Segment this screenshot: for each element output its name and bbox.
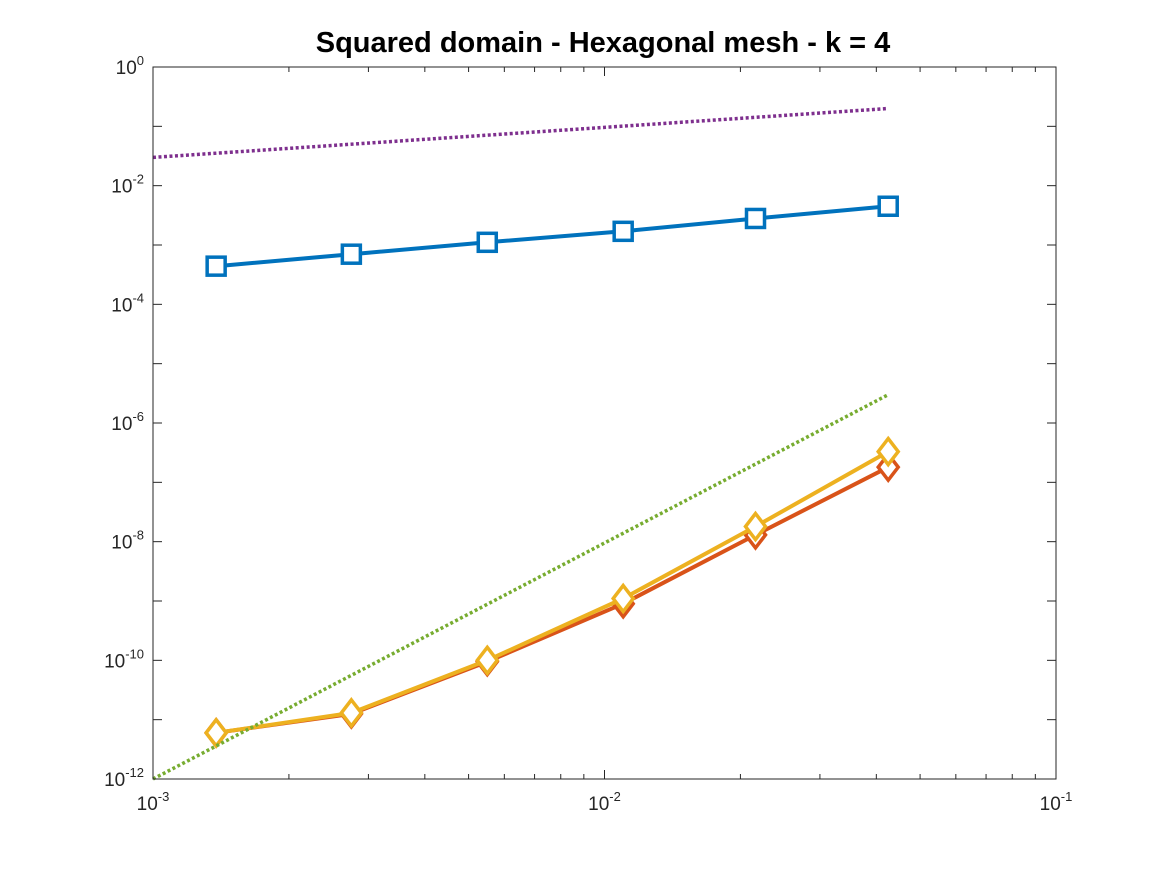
series-5 [152, 393, 890, 781]
series-3-line [215, 449, 890, 735]
y-tick-label-exponent: -8 [132, 528, 144, 543]
x-tick-label-base: 10 [1040, 794, 1061, 815]
y-tick-label: 10-6 [111, 409, 144, 435]
y-tick-label-base: 10 [116, 58, 137, 79]
series-group [152, 106, 901, 781]
y-tick-label-exponent: 0 [137, 53, 144, 68]
y-tick-label-base: 10 [104, 651, 125, 672]
axes-box [152, 66, 1057, 780]
y-tick-label-base: 10 [111, 177, 132, 198]
plot-area [153, 67, 1056, 779]
y-tick-label-exponent: -6 [132, 409, 144, 424]
data-point-diamond [203, 716, 229, 749]
y-tick-label-base: 10 [104, 770, 125, 791]
data-point-diamond [475, 644, 500, 677]
series-1 [205, 195, 899, 277]
data-point-square [476, 231, 499, 254]
series-4 [152, 106, 889, 160]
x-tick-label-base: 10 [137, 794, 158, 815]
y-tick-label-base: 10 [111, 533, 132, 554]
y-tick-label: 10-12 [104, 765, 144, 791]
series-3 [203, 435, 901, 749]
data-point-square [744, 207, 767, 230]
series-4-line [152, 106, 889, 160]
x-tick-label: 10-3 [137, 789, 170, 815]
y-tick-label: 10-4 [111, 290, 144, 316]
y-tick-label: 10-10 [104, 646, 144, 672]
y-tick-label-base: 10 [111, 295, 132, 316]
x-tick-label-base: 10 [588, 794, 609, 815]
y-tick-label-base: 10 [111, 414, 132, 435]
x-tick-label: 10-2 [588, 789, 621, 815]
tick-labels: 10-3 10-2 10-110010-210-410-610-810-1010-1… [104, 53, 1072, 815]
y-tick-label-exponent: -12 [125, 765, 144, 780]
data-point-diamond [876, 435, 901, 468]
data-point-diamond [339, 697, 364, 729]
y-tick-label: 100 [116, 53, 144, 79]
x-tick-label: 10-1 [1040, 789, 1073, 815]
y-tick-label-exponent: -10 [125, 646, 144, 661]
tick-marks [152, 66, 1057, 780]
data-point-square [877, 195, 899, 217]
y-tick-label-exponent: -2 [132, 172, 144, 187]
y-tick-label: 10-2 [111, 172, 144, 198]
x-tick-label-exponent: -2 [609, 789, 621, 804]
x-tick-label-exponent: -3 [158, 789, 170, 804]
data-point-square [612, 220, 634, 243]
data-point-square [340, 243, 363, 265]
data-point-diamond [743, 510, 768, 543]
x-tick-label-exponent: -1 [1061, 789, 1073, 804]
y-tick-label: 10-8 [111, 528, 144, 554]
y-tick-label-exponent: -4 [132, 290, 144, 305]
data-point-square [205, 255, 227, 277]
chart-title: Squared domain - Hexagonal mesh - k = 4 [316, 27, 891, 59]
data-point-diamond [610, 582, 636, 615]
series-1-line [216, 204, 889, 269]
series-5-line [152, 393, 890, 781]
